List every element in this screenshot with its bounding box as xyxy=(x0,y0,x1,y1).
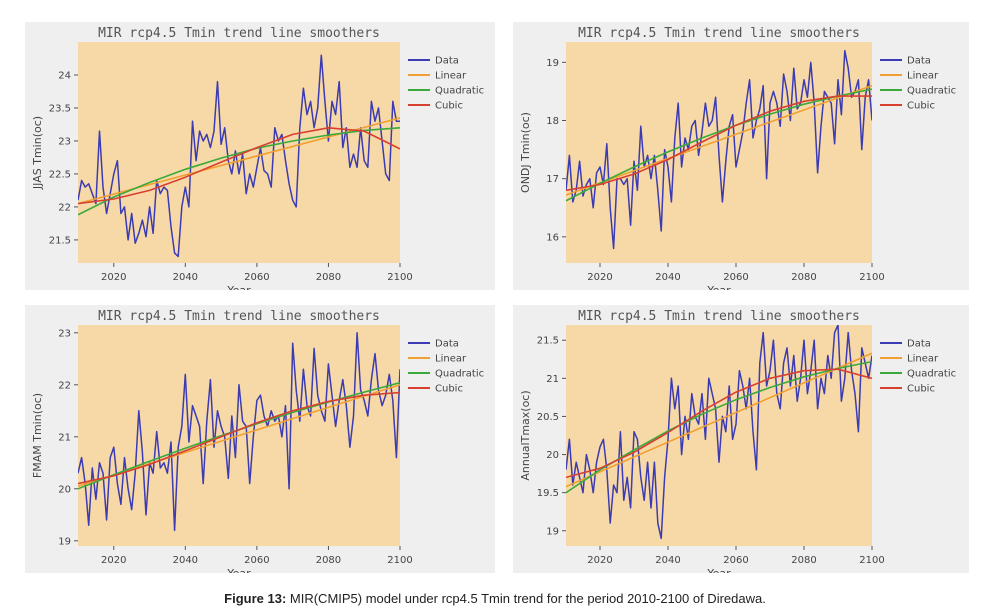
series-group xyxy=(566,325,872,540)
chart-panel-ondj: MIR rcp4.5 Tmin trend line smoothers 2020… xyxy=(513,22,969,290)
series-line-cubic xyxy=(566,95,872,192)
chart-panel-annual: MIR rcp4.5 Tmin trend line smoothers 2020… xyxy=(513,305,969,573)
legend-label-data: Data xyxy=(435,339,459,350)
chart-title: MIR rcp4.5 Tmin trend line smoothers xyxy=(98,309,380,324)
x-tick-label: 2020 xyxy=(587,272,612,283)
y-tick-label: 21.5 xyxy=(49,235,71,246)
series-line-cubic xyxy=(78,391,400,485)
x-tick-label: 2060 xyxy=(244,555,269,566)
y-tick-label: 22 xyxy=(58,380,71,391)
x-axis-label: Year xyxy=(226,567,251,573)
series-line-cubic xyxy=(566,368,872,479)
plot-area xyxy=(566,325,872,546)
y-tick-label: 18 xyxy=(546,116,559,127)
x-tick-label: 2080 xyxy=(791,555,816,566)
legend-label-quadratic: Quadratic xyxy=(907,369,956,380)
y-tick-label: 17 xyxy=(546,174,559,185)
legend-label-linear: Linear xyxy=(907,354,939,365)
legend-label-data: Data xyxy=(907,56,931,67)
series-line-data xyxy=(566,325,872,540)
x-tick-label: 2080 xyxy=(791,272,816,283)
legend-label-cubic: Cubic xyxy=(435,384,463,395)
y-tick-label: 21 xyxy=(58,432,71,443)
series-line-cubic xyxy=(78,127,400,205)
x-tick-label: 2040 xyxy=(655,272,680,283)
y-tick-label: 20.5 xyxy=(537,412,559,423)
y-tick-label: 23 xyxy=(58,328,71,339)
y-axis-label: ONDJ Tmin(oc) xyxy=(519,112,532,193)
y-tick-label: 20 xyxy=(546,450,559,461)
series-line-quadratic xyxy=(78,127,400,216)
y-tick-label: 23 xyxy=(58,136,71,147)
y-tick-label: 16 xyxy=(546,232,559,243)
x-tick-label: 2060 xyxy=(244,272,269,283)
chart-title: MIR rcp4.5 Tmin trend line smoothers xyxy=(578,26,860,41)
legend-label-cubic: Cubic xyxy=(907,101,935,112)
x-tick-label: 2100 xyxy=(859,555,884,566)
caption-text: MIR(CMIP5) model under rcp4.5 Tmin trend… xyxy=(286,591,766,606)
y-tick-label: 21 xyxy=(546,374,559,385)
legend-label-data: Data xyxy=(907,339,931,350)
chart-panel-jjas: MIR rcp4.5 Tmin trend line smoothers 2020… xyxy=(25,22,495,290)
legend-label-cubic: Cubic xyxy=(907,384,935,395)
legend-label-quadratic: Quadratic xyxy=(907,86,956,97)
y-tick-label: 24 xyxy=(58,70,71,81)
x-tick-label: 2040 xyxy=(173,272,198,283)
chart-title: MIR rcp4.5 Tmin trend line smoothers xyxy=(578,309,860,324)
y-tick-label: 22 xyxy=(58,202,71,213)
y-tick-label: 22.5 xyxy=(49,169,71,180)
x-tick-label: 2020 xyxy=(587,555,612,566)
y-tick-label: 21.5 xyxy=(537,336,559,347)
chart-panel-fmam: MIR rcp4.5 Tmin trend line smoothers 2020… xyxy=(25,305,495,573)
series-group xyxy=(78,332,400,532)
series-line-data xyxy=(78,332,400,532)
series-group xyxy=(78,54,400,258)
legend-label-quadratic: Quadratic xyxy=(435,86,484,97)
figure-caption: Figure 13: MIR(CMIP5) model under rcp4.5… xyxy=(0,591,990,606)
series-group xyxy=(566,49,872,250)
legend-label-linear: Linear xyxy=(907,71,939,82)
x-axis-label: Year xyxy=(226,284,251,290)
x-tick-label: 2020 xyxy=(101,555,126,566)
legend-label-linear: Linear xyxy=(435,354,467,365)
chart-title: MIR rcp4.5 Tmin trend line smoothers xyxy=(98,26,380,41)
series-line-linear xyxy=(566,352,872,488)
y-tick-label: 19 xyxy=(546,58,559,69)
y-tick-label: 19 xyxy=(546,526,559,537)
x-tick-label: 2040 xyxy=(173,555,198,566)
chart-svg-jjas: MIR rcp4.5 Tmin trend line smoothers 2020… xyxy=(25,22,495,290)
chart-svg-annual: MIR rcp4.5 Tmin trend line smoothers2020… xyxy=(513,305,969,573)
series-line-linear xyxy=(566,84,872,196)
legend-label-data: Data xyxy=(435,56,459,67)
y-tick-label: 20 xyxy=(58,484,71,495)
x-tick-label: 2100 xyxy=(859,272,884,283)
y-axis-label: FMAM Tmin(oc) xyxy=(31,393,44,478)
x-tick-label: 2080 xyxy=(316,272,341,283)
legend-label-linear: Linear xyxy=(435,71,467,82)
x-axis-label: Year xyxy=(706,567,731,573)
y-tick-label: 19 xyxy=(58,536,71,547)
chart-svg-ondj: MIR rcp4.5 Tmin trend line smoothers 2020… xyxy=(513,22,969,290)
x-tick-label: 2060 xyxy=(723,272,748,283)
chart-svg-fmam: MIR rcp4.5 Tmin trend line smoothers2020… xyxy=(25,305,495,573)
series-line-quadratic xyxy=(566,88,872,202)
x-tick-label: 2020 xyxy=(101,272,126,283)
y-axis-label: AnnualTmax(oc) xyxy=(519,390,532,480)
x-tick-label: 2060 xyxy=(723,555,748,566)
y-tick-label: 23.5 xyxy=(49,103,71,114)
legend-label-cubic: Cubic xyxy=(435,101,463,112)
legend-label-quadratic: Quadratic xyxy=(435,369,484,380)
x-tick-label: 2100 xyxy=(387,272,412,283)
x-tick-label: 2080 xyxy=(316,555,341,566)
x-tick-label: 2100 xyxy=(387,555,412,566)
y-axis-label: JJAS Tmin(oc) xyxy=(31,116,44,190)
series-line-data xyxy=(78,54,400,258)
x-axis-label: Year xyxy=(706,284,731,290)
y-tick-label: 19.5 xyxy=(537,488,559,499)
caption-label: Figure 13: xyxy=(224,591,287,606)
x-tick-label: 2040 xyxy=(655,555,680,566)
